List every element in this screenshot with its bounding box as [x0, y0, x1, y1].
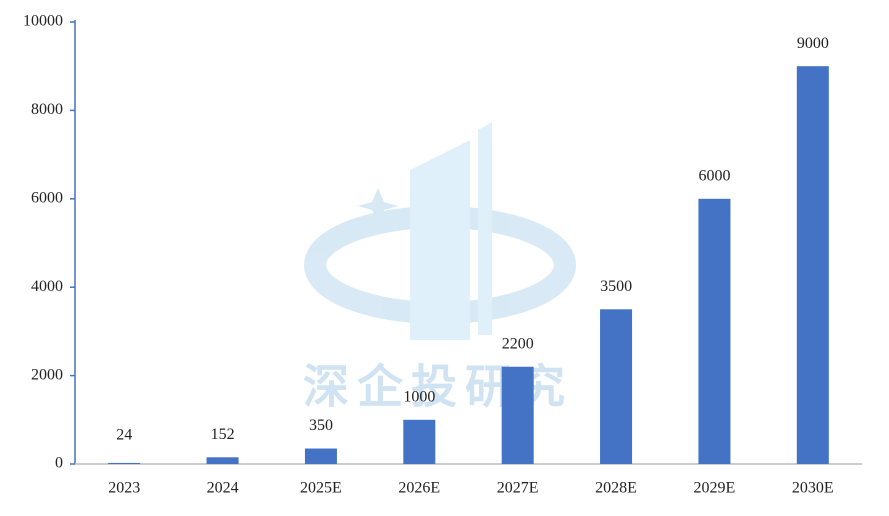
value-label: 24	[116, 427, 132, 444]
x-tick-label: 2026E	[398, 480, 440, 497]
bar	[600, 309, 633, 464]
y-tick-label: 0	[55, 455, 63, 472]
x-tick-label: 2027E	[497, 480, 539, 497]
bar	[108, 462, 141, 464]
bar	[796, 66, 829, 464]
value-label: 3500	[600, 278, 632, 295]
value-label: 1000	[403, 388, 435, 405]
value-label: 350	[309, 417, 333, 434]
y-tick-label: 8000	[31, 101, 63, 118]
y-tick-label: 6000	[31, 189, 63, 206]
x-tick-label: 2029E	[694, 480, 736, 497]
bar	[304, 448, 337, 464]
x-tick-label: 2028E	[595, 480, 637, 497]
value-label: 152	[211, 426, 235, 443]
bar	[403, 419, 436, 464]
x-tick-label: 2023	[108, 480, 140, 497]
bar	[206, 457, 239, 464]
y-tick-label: 4000	[31, 278, 63, 295]
y-tick-label: 2000	[31, 366, 63, 383]
x-tick-label: 2024	[207, 480, 239, 497]
y-tick-label: 10000	[23, 13, 63, 30]
value-label: 2200	[502, 335, 534, 352]
value-label: 9000	[797, 35, 829, 52]
value-label: 6000	[698, 167, 730, 184]
x-tick-label: 2030E	[792, 480, 834, 497]
x-tick-label: 2025E	[300, 480, 342, 497]
watermark-logo	[304, 122, 576, 340]
bar	[501, 366, 534, 464]
bar	[698, 198, 731, 465]
